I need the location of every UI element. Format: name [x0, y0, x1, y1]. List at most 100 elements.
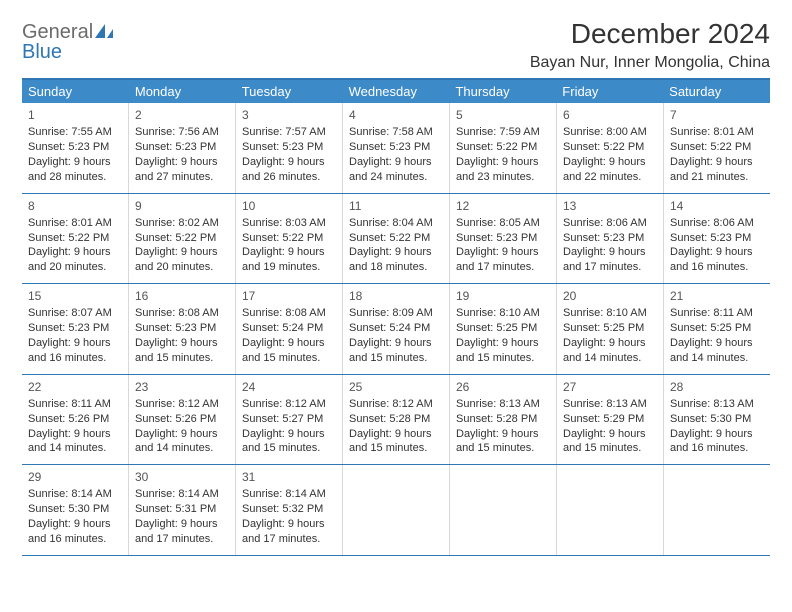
daylight-text: Daylight: 9 hours	[242, 155, 336, 170]
day-cell: 28Sunrise: 8:13 AMSunset: 5:30 PMDayligh…	[664, 375, 770, 465]
daylight-text: Daylight: 9 hours	[349, 155, 443, 170]
month-title: December 2024	[530, 18, 770, 50]
daylight-text: Daylight: 9 hours	[135, 155, 229, 170]
daylight-text: and 15 minutes.	[563, 441, 657, 456]
day-cell: 11Sunrise: 8:04 AMSunset: 5:22 PMDayligh…	[343, 194, 450, 284]
week-row: 1Sunrise: 7:55 AMSunset: 5:23 PMDaylight…	[22, 103, 770, 194]
day-cell: 25Sunrise: 8:12 AMSunset: 5:28 PMDayligh…	[343, 375, 450, 465]
daylight-text: and 23 minutes.	[456, 170, 550, 185]
sunrise-text: Sunrise: 8:13 AM	[670, 397, 764, 412]
sunset-text: Sunset: 5:31 PM	[135, 502, 229, 517]
weekday-header-row: Sunday Monday Tuesday Wednesday Thursday…	[22, 80, 770, 103]
day-number: 28	[670, 379, 764, 395]
sunset-text: Sunset: 5:26 PM	[28, 412, 122, 427]
sunset-text: Sunset: 5:23 PM	[135, 140, 229, 155]
day-number: 19	[456, 288, 550, 304]
sunrise-text: Sunrise: 8:09 AM	[349, 306, 443, 321]
daylight-text: Daylight: 9 hours	[670, 155, 764, 170]
day-number: 3	[242, 107, 336, 123]
day-cell: 24Sunrise: 8:12 AMSunset: 5:27 PMDayligh…	[236, 375, 343, 465]
day-number: 7	[670, 107, 764, 123]
sunset-text: Sunset: 5:24 PM	[349, 321, 443, 336]
title-block: December 2024 Bayan Nur, Inner Mongolia,…	[530, 18, 770, 72]
daylight-text: and 17 minutes.	[456, 260, 550, 275]
weekday-header: Sunday	[22, 80, 129, 103]
brand-text: General Blue	[22, 22, 115, 62]
daylight-text: Daylight: 9 hours	[242, 517, 336, 532]
day-number: 8	[28, 198, 122, 214]
day-cell: 9Sunrise: 8:02 AMSunset: 5:22 PMDaylight…	[129, 194, 236, 284]
weekday-header: Monday	[129, 80, 236, 103]
sunrise-text: Sunrise: 8:10 AM	[456, 306, 550, 321]
day-cell: 16Sunrise: 8:08 AMSunset: 5:23 PMDayligh…	[129, 284, 236, 374]
sunrise-text: Sunrise: 7:57 AM	[242, 125, 336, 140]
sunrise-text: Sunrise: 7:59 AM	[456, 125, 550, 140]
day-cell: 18 Sunrise: 8:09 AMSunset: 5:24 PMDayligh…	[343, 284, 450, 374]
day-number: 26	[456, 379, 550, 395]
daylight-text: and 22 minutes.	[563, 170, 657, 185]
day-cell: 8Sunrise: 8:01 AMSunset: 5:22 PMDaylight…	[22, 194, 129, 284]
day-cell: 6Sunrise: 8:00 AMSunset: 5:22 PMDaylight…	[557, 103, 664, 193]
weekday-header: Tuesday	[236, 80, 343, 103]
sunset-text: Sunset: 5:23 PM	[456, 231, 550, 246]
day-number: 20	[563, 288, 657, 304]
daylight-text: and 20 minutes.	[28, 260, 122, 275]
day-cell: 17Sunrise: 8:08 AMSunset: 5:24 PMDayligh…	[236, 284, 343, 374]
weekday-header: Wednesday	[343, 80, 450, 103]
calendar-page: General Blue December 2024 Bayan Nur, In…	[0, 0, 792, 566]
day-cell: 10Sunrise: 8:03 AMSunset: 5:22 PMDayligh…	[236, 194, 343, 284]
sunset-text: Sunset: 5:28 PM	[349, 412, 443, 427]
day-number: 24	[242, 379, 336, 395]
daylight-text: and 14 minutes.	[28, 441, 122, 456]
day-number: 5	[456, 107, 550, 123]
daylight-text: Daylight: 9 hours	[242, 427, 336, 442]
sunrise-text: Sunrise: 8:07 AM	[28, 306, 122, 321]
sunrise-text: Sunrise: 8:01 AM	[670, 125, 764, 140]
day-number: 13	[563, 198, 657, 214]
day-number: 30	[135, 469, 229, 485]
brand-part1: General	[22, 21, 93, 43]
daylight-text: Daylight: 9 hours	[563, 336, 657, 351]
day-number: 18	[349, 288, 443, 304]
sunrise-text: Sunrise: 8:06 AM	[670, 216, 764, 231]
day-number: 27	[563, 379, 657, 395]
sunset-text: Sunset: 5:29 PM	[563, 412, 657, 427]
daylight-text: Daylight: 9 hours	[135, 245, 229, 260]
sunset-text: Sunset: 5:23 PM	[28, 140, 122, 155]
sunset-text: Sunset: 5:22 PM	[456, 140, 550, 155]
sunset-text: Sunset: 5:23 PM	[563, 231, 657, 246]
daylight-text: Daylight: 9 hours	[456, 427, 550, 442]
day-cell: 5Sunrise: 7:59 AMSunset: 5:22 PMDaylight…	[450, 103, 557, 193]
sunrise-text: Sunrise: 8:05 AM	[456, 216, 550, 231]
sunset-text: Sunset: 5:23 PM	[242, 140, 336, 155]
day-number: 6	[563, 107, 657, 123]
day-number: 25	[349, 379, 443, 395]
day-cell: 13Sunrise: 8:06 AMSunset: 5:23 PMDayligh…	[557, 194, 664, 284]
daylight-text: and 19 minutes.	[242, 260, 336, 275]
day-cell: 1Sunrise: 7:55 AMSunset: 5:23 PMDaylight…	[22, 103, 129, 193]
daylight-text: Daylight: 9 hours	[456, 245, 550, 260]
sunset-text: Sunset: 5:22 PM	[563, 140, 657, 155]
sunset-text: Sunset: 5:23 PM	[28, 321, 122, 336]
daylight-text: Daylight: 9 hours	[349, 336, 443, 351]
daylight-text: and 15 minutes.	[349, 351, 443, 366]
daylight-text: Daylight: 9 hours	[670, 336, 764, 351]
sunset-text: Sunset: 5:25 PM	[670, 321, 764, 336]
sunset-text: Sunset: 5:32 PM	[242, 502, 336, 517]
daylight-text: Daylight: 9 hours	[135, 517, 229, 532]
day-number: 29	[28, 469, 122, 485]
day-number: 22	[28, 379, 122, 395]
day-number: 21	[670, 288, 764, 304]
week-row: 8Sunrise: 8:01 AMSunset: 5:22 PMDaylight…	[22, 194, 770, 285]
day-cell: 30Sunrise: 8:14 AMSunset: 5:31 PMDayligh…	[129, 465, 236, 555]
daylight-text: Daylight: 9 hours	[563, 155, 657, 170]
day-cell: 19Sunrise: 8:10 AMSunset: 5:25 PMDayligh…	[450, 284, 557, 374]
daylight-text: Daylight: 9 hours	[28, 336, 122, 351]
daylight-text: Daylight: 9 hours	[563, 245, 657, 260]
day-number: 10	[242, 198, 336, 214]
daylight-text: and 17 minutes.	[563, 260, 657, 275]
sunrise-text: Sunrise: 7:55 AM	[28, 125, 122, 140]
daylight-text: and 15 minutes.	[349, 441, 443, 456]
header: General Blue December 2024 Bayan Nur, In…	[22, 18, 770, 72]
day-cell	[557, 465, 664, 555]
